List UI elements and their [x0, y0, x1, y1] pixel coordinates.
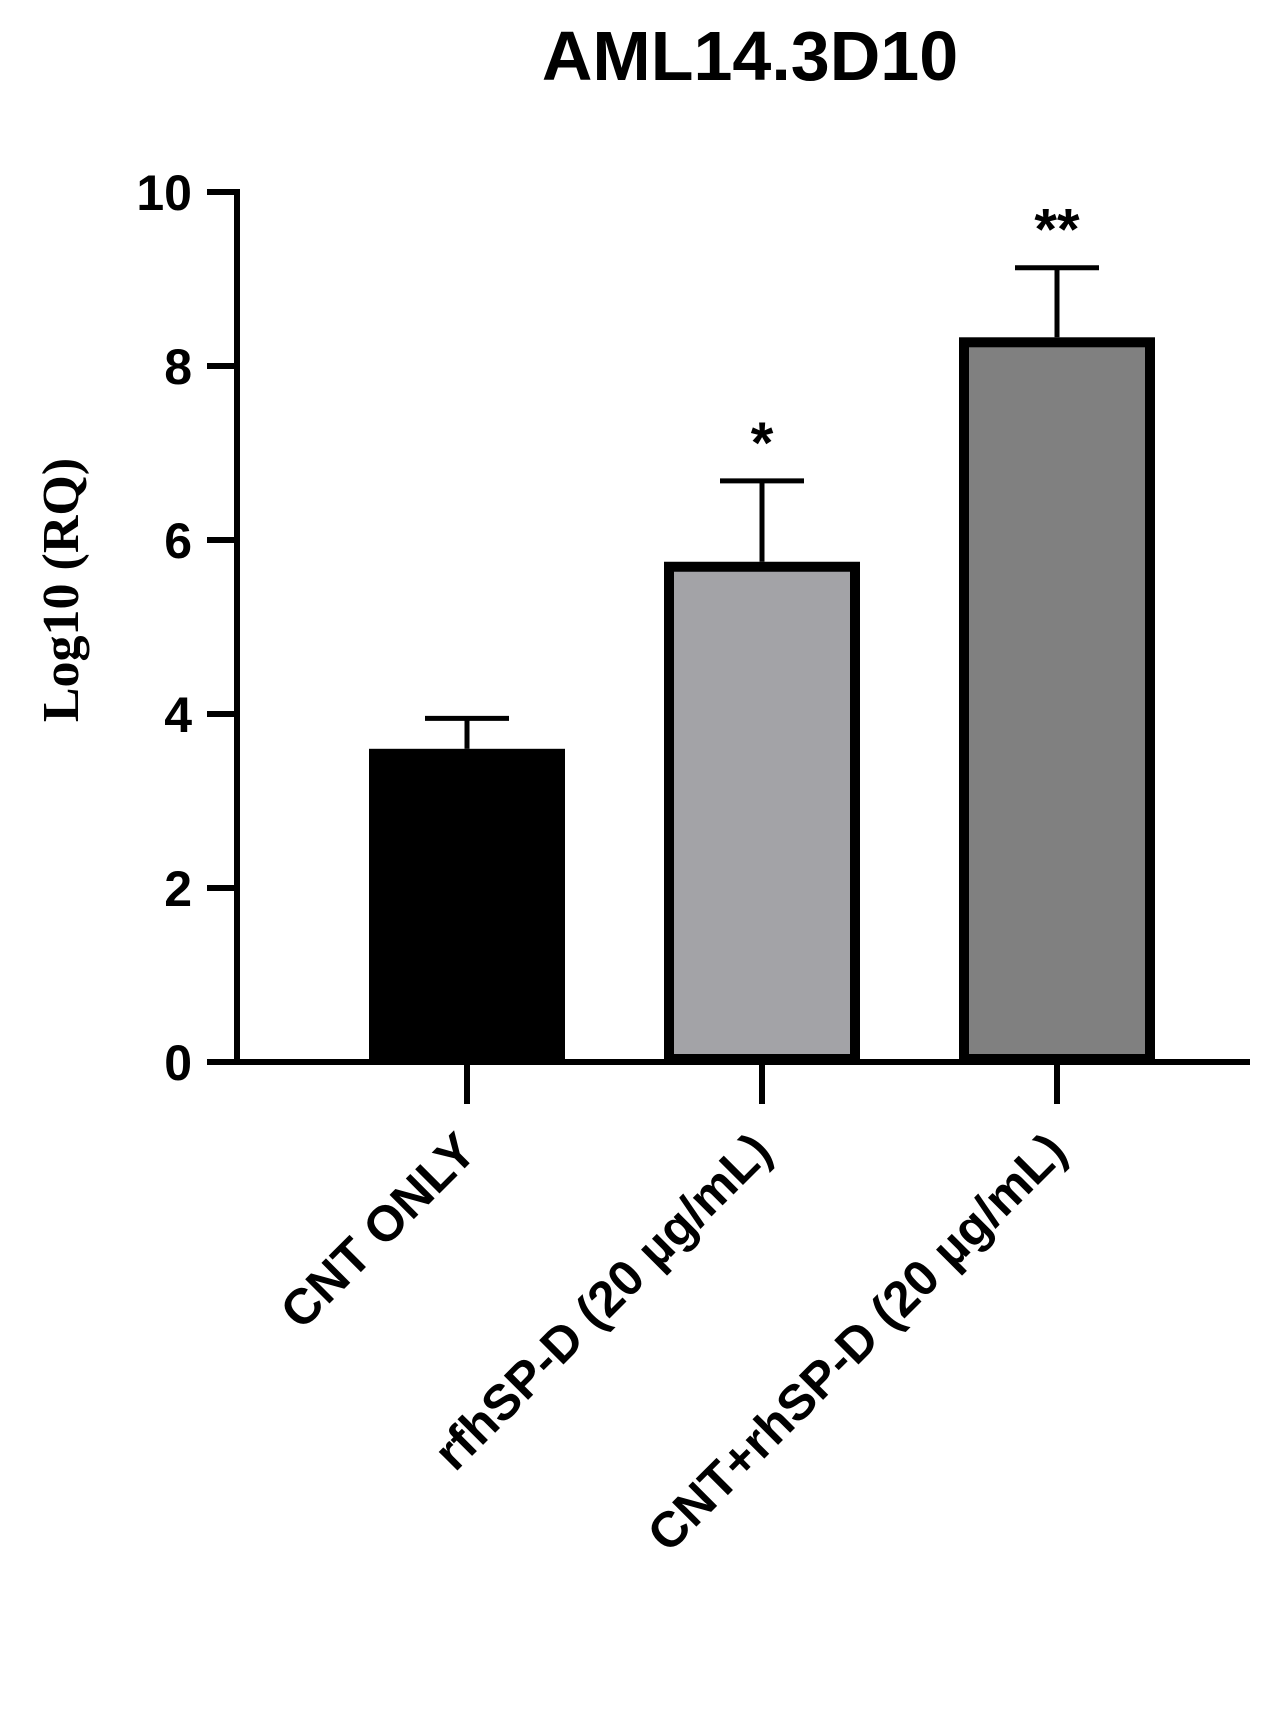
chart-title: AML14.3D10 [542, 17, 958, 95]
y-tick-label: 2 [164, 861, 192, 917]
y-axis-label: Log10 (RQ) [33, 458, 90, 722]
y-tick-label: 10 [136, 165, 192, 221]
y-tick-label: 0 [164, 1035, 192, 1091]
significance-mark: * [751, 411, 774, 476]
y-tick-label: 8 [164, 339, 192, 395]
category-label: CNT ONLY [270, 1122, 487, 1339]
bar [959, 337, 1155, 1065]
y-tick-label: 4 [164, 687, 192, 743]
bar [664, 561, 860, 1064]
y-tick-label: 6 [164, 513, 192, 569]
bar [369, 748, 565, 1059]
significance-mark: ** [1034, 198, 1080, 263]
category-label: rfhSP-D (20 µg/mL) [423, 1122, 782, 1481]
